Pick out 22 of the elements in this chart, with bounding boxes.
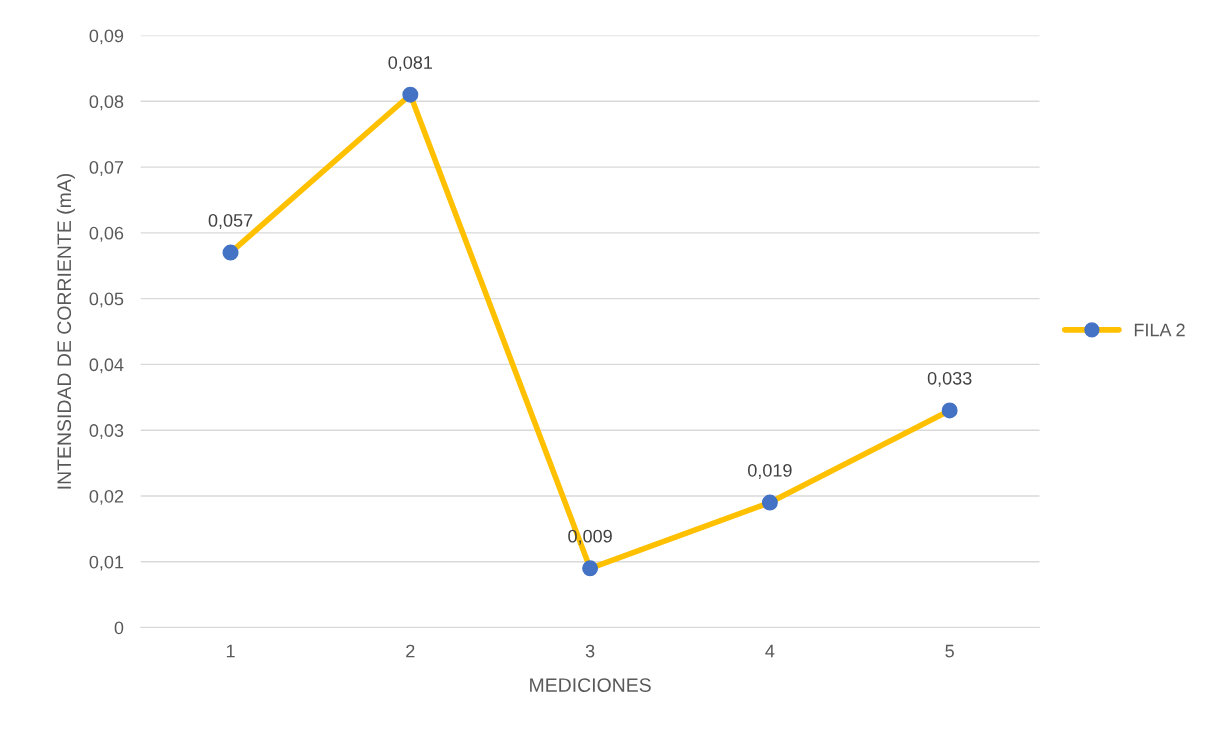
data-label: 0,033 xyxy=(927,371,972,387)
y-tick-label: 0,08 xyxy=(89,95,124,111)
y-tick-label: 0,09 xyxy=(89,29,124,45)
x-tick-label: 3 xyxy=(585,644,595,658)
y-tick-label: 0,04 xyxy=(89,358,124,374)
y-tick-label: 0 xyxy=(114,621,124,635)
x-tick-label: 5 xyxy=(945,644,954,658)
y-tick-label: 0,02 xyxy=(89,489,124,505)
data-label: 0,081 xyxy=(388,56,433,72)
y-tick-label: 0,01 xyxy=(89,555,124,571)
legend-label: FILA 2 xyxy=(1134,323,1185,337)
x-tick-label: 1 xyxy=(226,644,235,658)
x-tick-label: 2 xyxy=(406,644,415,658)
data-label: 0,019 xyxy=(747,463,792,479)
y-tick-label: 0,03 xyxy=(89,424,124,440)
data-label: 0,057 xyxy=(208,214,253,229)
y-axis-title: INTENSIDAD DE CORRIENTE (mA) xyxy=(56,173,75,489)
y-tick-label: 0,05 xyxy=(89,292,124,308)
x-tick-label: 4 xyxy=(765,644,775,658)
y-tick-label: 0,07 xyxy=(89,161,124,176)
y-tick-label: 0,06 xyxy=(89,226,124,242)
x-axis-title: MEDICIONES xyxy=(530,678,651,692)
